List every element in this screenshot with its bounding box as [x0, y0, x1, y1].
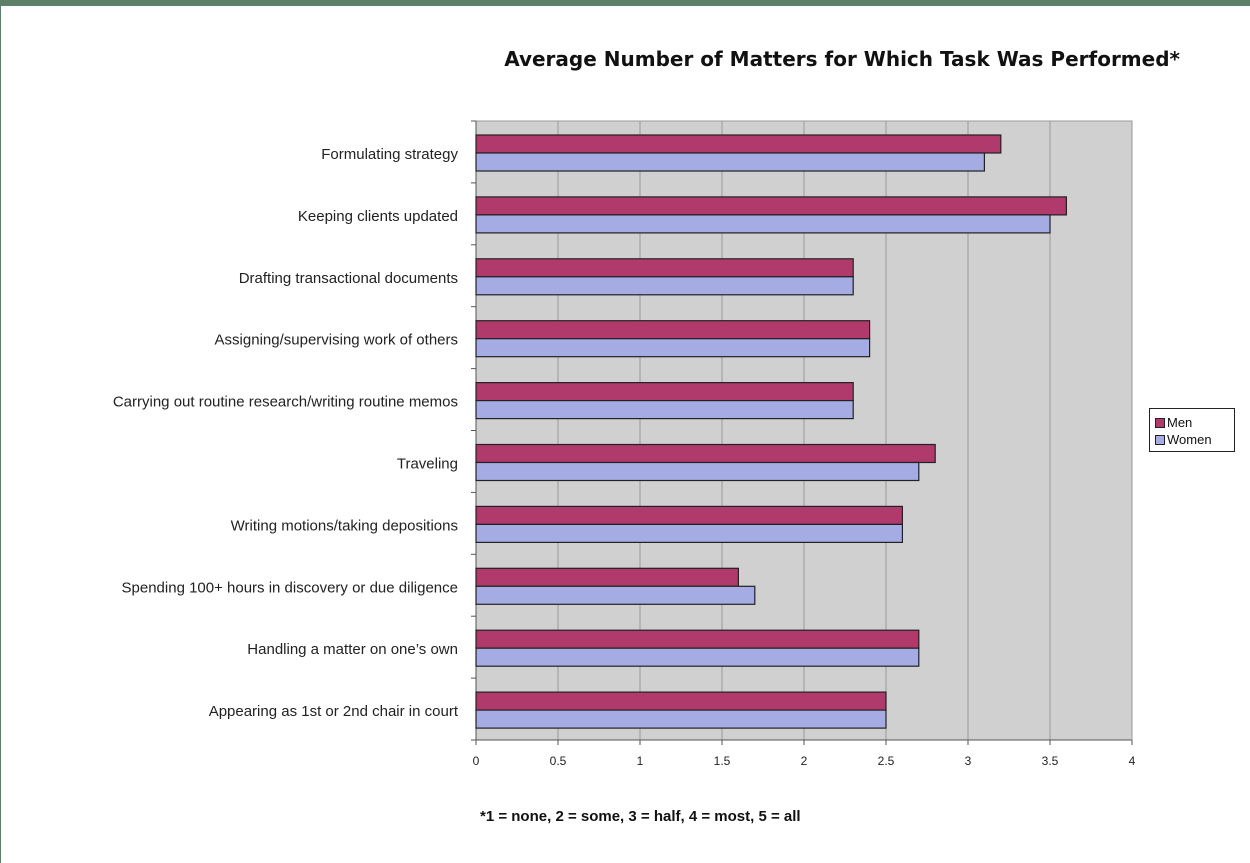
category-label: Spending 100+ hours in discovery or due …	[122, 579, 458, 596]
bar-men	[475, 382, 854, 402]
category-label: Assigning/supervising work of others	[215, 332, 458, 349]
bar-women	[475, 214, 1051, 234]
bar-women	[475, 709, 887, 729]
bar-men	[475, 629, 920, 649]
bar-women	[475, 523, 903, 544]
bar-men	[475, 443, 936, 464]
bar-men	[475, 567, 739, 587]
top-color-band	[0, 0, 1250, 6]
category-label: Handling a matter on one’s own	[247, 641, 458, 658]
bar-men	[475, 691, 887, 711]
category-label: Traveling	[397, 456, 458, 473]
chart-legend: Men Women	[1149, 408, 1235, 452]
legend-swatch-men	[1155, 417, 1165, 428]
x-tick-label: 2	[801, 754, 808, 768]
legend-label-men: Men	[1167, 415, 1193, 430]
category-label: Keeping clients updated	[298, 208, 458, 225]
x-tick-label: 0	[473, 754, 480, 768]
bar-men	[475, 320, 871, 340]
x-tick-label: 4	[1129, 754, 1136, 768]
bar-men	[475, 258, 854, 278]
legend-label-women: Women	[1167, 432, 1212, 447]
category-label: Appearing as 1st or 2nd chair in court	[209, 703, 459, 720]
x-tick-label: 1	[637, 754, 644, 768]
scale-footnote: *1 = none, 2 = some, 3 = half, 4 = most,…	[480, 808, 801, 825]
bar-women	[475, 461, 920, 482]
bar-women	[475, 276, 854, 296]
bar-men	[475, 505, 903, 525]
category-label: Writing motions/taking depositions	[231, 517, 458, 534]
x-tick-label: 3.5	[1042, 754, 1059, 768]
x-tick-label: 1.5	[714, 754, 731, 768]
bar-women	[475, 647, 920, 667]
bar-men	[475, 196, 1068, 216]
bar-women	[475, 152, 985, 172]
category-label: Carrying out routine research/writing ro…	[113, 394, 458, 411]
x-tick-label: 0.5	[550, 754, 567, 768]
legend-entry-women: Women	[1155, 431, 1234, 448]
category-label: Formulating strategy	[321, 146, 458, 163]
x-tick-label: 3	[965, 754, 972, 768]
chart-title: Average Number of Matters for Which Task…	[504, 47, 1180, 71]
x-tick-label: 2.5	[878, 754, 895, 768]
category-label: Drafting transactional documents	[239, 270, 458, 287]
bar-women	[475, 585, 756, 605]
bar-men	[475, 134, 1002, 154]
legend-entry-men: Men	[1155, 414, 1234, 431]
bar-women	[475, 338, 871, 358]
left-border-line	[0, 0, 1, 863]
bar-women	[475, 400, 854, 420]
legend-swatch-women	[1155, 434, 1165, 445]
